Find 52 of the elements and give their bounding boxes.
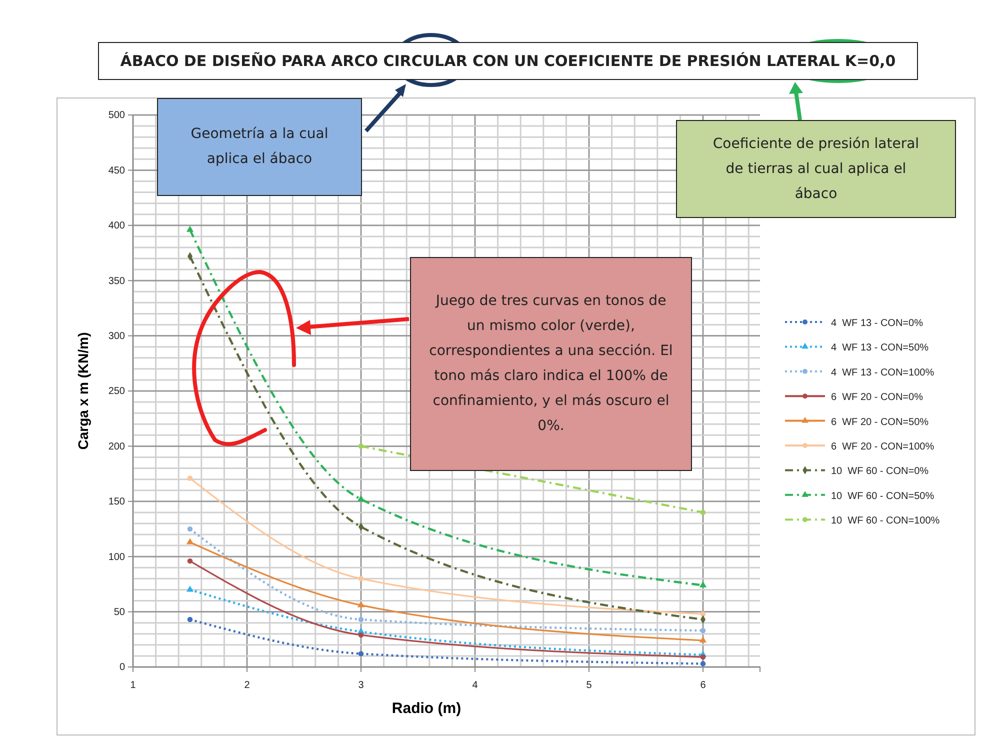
x-tick-label: 4 <box>472 680 478 691</box>
x-tick-label: 3 <box>358 680 364 691</box>
text-box: Coeficiente de presión lateral de tierras al cual aplica el ábaco <box>676 120 956 218</box>
text-box: Geometría a la cual aplica el ábaco <box>157 98 362 196</box>
point <box>700 628 706 634</box>
point <box>699 581 707 588</box>
y-tick-label: 50 <box>114 607 126 618</box>
x-axis-title: Radio (m) <box>392 700 462 717</box>
x-tick-label: 1 <box>130 680 136 691</box>
y-tick-label: 0 <box>119 662 126 674</box>
point <box>358 444 364 449</box>
text-box: Juego de tres curvas en tonos de un mismo color (verde), correspondientes a una sección. El tono más claro indica el 100% de confinamiento, y el más oscuro el 0%. <box>410 257 692 471</box>
y-tick-label: 350 <box>108 276 126 287</box>
point <box>358 576 364 582</box>
y-tick-label: 150 <box>108 496 126 508</box>
point <box>187 476 193 481</box>
point <box>357 601 365 608</box>
y-tick-label: 300 <box>108 331 126 342</box>
legend-label: 10 WF 60 - CON=50% <box>831 490 934 502</box>
legend-label: 6 WF 20 - CON=50% <box>831 416 929 428</box>
legend-label: 4 WF 13 - CON=0% <box>831 318 924 329</box>
point <box>186 226 194 232</box>
legend-label: 10 WF 60 - CON=0% <box>831 466 929 478</box>
y-axis-title: Carga x m (KN/m) <box>75 332 91 450</box>
point <box>358 616 364 622</box>
point <box>187 526 193 532</box>
point <box>186 538 194 544</box>
point <box>699 636 707 643</box>
y-tick-label: 250 <box>108 386 126 398</box>
point <box>700 654 706 660</box>
point <box>187 558 193 564</box>
point <box>700 661 706 666</box>
legend-label: 10 WF 60 - CON=100% <box>831 516 940 527</box>
legend-label: 6 WF 20 - CON=0% <box>831 392 924 404</box>
legend-label: 4 WF 13 - CON=100% <box>831 367 934 378</box>
y-tick-label: 400 <box>108 220 126 232</box>
y-tick-label: 200 <box>108 441 126 452</box>
y-tick-label: 100 <box>108 552 126 563</box>
x-tick-label: 2 <box>244 680 250 691</box>
x-tick-label: 6 <box>700 680 706 691</box>
point <box>358 632 364 638</box>
point <box>358 651 364 656</box>
point <box>700 510 706 516</box>
legend-label: 4 WF 13 - CON=50% <box>831 342 929 354</box>
point <box>700 611 706 617</box>
y-tick-label: 500 <box>108 110 126 122</box>
legend-label: 6 WF 20 - CON=100% <box>831 442 934 452</box>
chart-title: ÁBACO DE DISEÑO PARA ARCO CIRCULAR CON UN COEFICIENTE DE PRESIÓN LATERAL K=0,0 <box>98 42 918 80</box>
point <box>187 616 193 622</box>
point <box>186 586 194 592</box>
y-tick-label: 450 <box>108 165 126 176</box>
x-tick-label: 5 <box>586 680 592 691</box>
